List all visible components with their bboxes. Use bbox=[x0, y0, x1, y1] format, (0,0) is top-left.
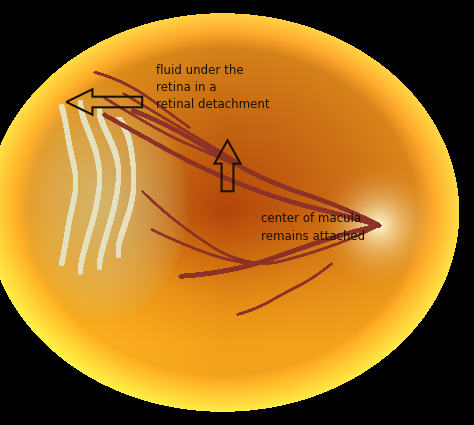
Text: fluid under the
retina in a
retinal detachment: fluid under the retina in a retinal deta… bbox=[156, 64, 270, 111]
Text: center of macula
remains attached: center of macula remains attached bbox=[261, 212, 365, 243]
